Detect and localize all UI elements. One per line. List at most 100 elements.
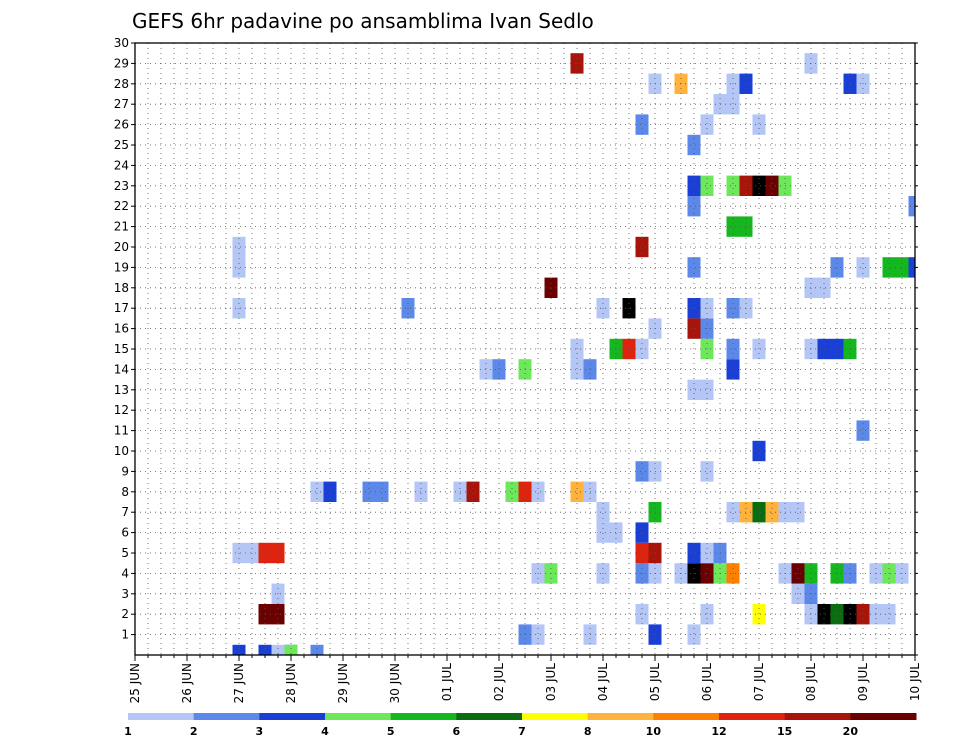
y-tick-label: 19: [114, 260, 129, 274]
x-tick-label: 01 JUL: [440, 663, 454, 701]
heatmap-cell: [856, 420, 870, 441]
x-tick-label: 27 JUN: [232, 663, 246, 703]
heatmap-cell: [752, 502, 766, 523]
heatmap-cell: [635, 522, 649, 543]
heatmap-cell: [492, 359, 506, 380]
heatmap-cell: [752, 175, 766, 196]
x-tick-label: 07 JUL: [752, 663, 766, 701]
heatmap-cell: [284, 644, 298, 655]
y-tick-label: 9: [121, 464, 129, 478]
x-tick-label: 03 JUL: [544, 663, 558, 701]
heatmap-cell: [752, 604, 766, 625]
heatmap-cell: [895, 257, 909, 278]
colorbar-tick-label: 2: [190, 725, 198, 738]
y-tick-label: 17: [114, 301, 129, 315]
heatmap-cell: [635, 461, 649, 482]
colorbar-swatch: [719, 713, 786, 720]
y-tick-label: 15: [114, 342, 129, 356]
x-tick-label: 28 JUN: [284, 663, 298, 703]
x-tick-label: 06 JUL: [700, 663, 714, 701]
heatmap-cell: [726, 502, 740, 523]
heatmap-cell: [817, 604, 831, 625]
heatmap-cell: [596, 522, 610, 543]
heatmap-cell: [882, 257, 896, 278]
y-tick-label: 30: [114, 36, 129, 50]
colorbar-swatch: [390, 713, 457, 720]
x-tick-label: 26 JUN: [180, 663, 194, 703]
y-tick-label: 6: [121, 526, 129, 540]
heatmap-cell: [856, 604, 870, 625]
y-tick-label: 26: [114, 118, 129, 132]
heatmap-cell: [726, 175, 740, 196]
heatmap-cell: [687, 624, 701, 645]
heatmap-cell: [232, 257, 246, 278]
x-tick-label: 04 JUL: [596, 663, 610, 701]
heatmap-cell: [310, 481, 324, 502]
heatmap-cell: [570, 359, 584, 380]
heatmap-cell: [700, 114, 714, 135]
heatmap-cell: [908, 257, 915, 278]
y-tick-label: 3: [121, 587, 129, 601]
heatmap-cell: [700, 175, 714, 196]
heatmap-cell: [635, 114, 649, 135]
colorbar-tick-label: 1: [124, 725, 132, 738]
colorbar-swatch: [784, 713, 851, 720]
heatmap-cell: [700, 379, 714, 400]
colorbar-tick-label: 8: [584, 725, 592, 738]
y-tick-label: 10: [114, 444, 129, 458]
x-tick-label: 29 JUN: [336, 663, 350, 703]
colorbar-tick-label: 6: [453, 725, 461, 738]
x-tick-label: 10 JUL: [908, 663, 922, 701]
y-tick-label: 2: [121, 607, 129, 621]
colorbar-swatch: [587, 713, 654, 720]
colorbar-swatch: [259, 713, 326, 720]
heatmap-cell: [570, 481, 584, 502]
y-tick-label: 1: [121, 628, 129, 642]
heatmap-cell: [752, 440, 766, 462]
x-tick-label: 02 JUL: [492, 663, 506, 701]
heatmap-cell: [765, 175, 779, 196]
y-axis: 1234567891011121314151617181920212223242…: [114, 36, 918, 656]
heatmap-cell: [830, 257, 844, 278]
colorbar-tick-label: 7: [518, 725, 526, 738]
heatmap-cell: [687, 134, 701, 156]
heatmap-cell: [791, 502, 805, 523]
heatmap-cell: [817, 277, 831, 298]
heatmap-cell: [375, 481, 389, 502]
heatmap-cell: [700, 604, 714, 625]
y-tick-label: 5: [121, 546, 129, 560]
heatmap-cell: [596, 502, 610, 523]
heatmap-cell: [700, 461, 714, 482]
heatmap-cell: [232, 644, 246, 655]
y-tick-label: 20: [114, 240, 129, 254]
heatmap-cell: [830, 604, 844, 625]
y-tick-label: 24: [114, 158, 129, 172]
x-tick-label: 05 JUL: [648, 663, 662, 701]
heatmap-cell: [908, 196, 915, 217]
heatmap-cell: [856, 257, 870, 278]
heatmap-cell: [232, 236, 246, 258]
x-tick-label: 25 JUN: [128, 663, 142, 703]
y-tick-label: 13: [114, 383, 129, 397]
heatmap-cell: [271, 604, 285, 625]
colorbar-swatch: [850, 713, 917, 720]
colorbar-swatch: [325, 713, 392, 720]
heatmap-cell: [726, 94, 740, 115]
y-tick-label: 4: [121, 566, 129, 580]
colorbar-tick-label: 20: [843, 725, 859, 738]
heatmap-cell: [466, 481, 480, 502]
grid-lines: [135, 43, 915, 655]
colorbar-tick-label: 12: [711, 725, 726, 738]
y-tick-label: 23: [114, 179, 129, 193]
heatmap-cell: [531, 624, 545, 645]
heatmap-cell: [726, 359, 740, 380]
heatmap-cell: [882, 604, 896, 625]
y-tick-label: 16: [114, 322, 129, 336]
heatmap-cell: [635, 604, 649, 625]
heatmap-cell: [687, 196, 701, 217]
colorbar-swatch: [128, 713, 195, 720]
x-tick-label: 30 JUN: [388, 663, 402, 703]
colorbar-tick-label: 15: [777, 725, 792, 738]
y-tick-label: 21: [114, 220, 129, 234]
